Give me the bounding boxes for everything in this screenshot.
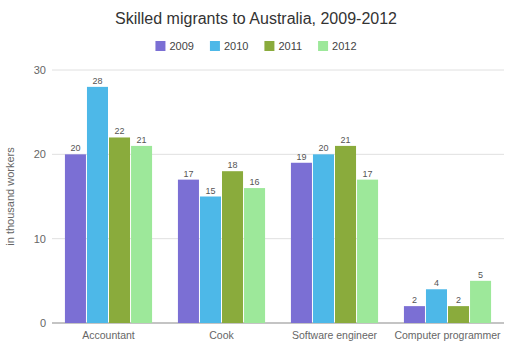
data-label: 5	[478, 270, 483, 280]
bar	[222, 171, 243, 323]
legend-swatch	[155, 41, 165, 51]
bar	[470, 281, 491, 323]
x-tick-label: Computer programmer	[394, 329, 501, 341]
y-tick-label: 30	[34, 64, 46, 76]
bar	[244, 188, 265, 323]
bar	[109, 137, 130, 323]
bar	[313, 154, 334, 323]
legend-label: 2011	[278, 40, 302, 52]
data-label: 28	[92, 76, 102, 86]
data-label: 17	[363, 169, 373, 179]
legend-swatch	[264, 41, 274, 51]
data-label: 20	[318, 143, 328, 153]
legend-label: 2012	[332, 40, 356, 52]
data-label: 16	[250, 177, 260, 187]
bars	[65, 87, 491, 323]
y-axis: 0 10 20 30	[34, 64, 504, 329]
data-label: 4	[434, 278, 439, 288]
data-labels: 20 28 22 21 17 15 18 16 19 20 21 17 2 4 2 5	[70, 76, 483, 305]
bar	[426, 289, 447, 323]
x-axis: Accountant Cook Software engineer Computer …	[82, 329, 501, 341]
bar	[448, 306, 469, 323]
legend: 2009 2010 2011 2012	[155, 40, 356, 52]
legend-item: 2011	[264, 40, 302, 52]
legend-swatch	[318, 41, 328, 51]
bar	[200, 197, 221, 324]
data-label: 2	[412, 295, 417, 305]
bar	[131, 146, 152, 323]
title: Skilled migrants to Australia, 2009-2012	[115, 10, 397, 27]
y-tick-label: 10	[34, 233, 46, 245]
y-tick-label: 0	[40, 317, 46, 329]
data-label: 17	[183, 169, 193, 179]
bar	[404, 306, 425, 323]
data-label: 21	[341, 135, 351, 145]
legend-label: 2010	[224, 40, 248, 52]
legend-item: 2012	[318, 40, 356, 52]
x-tick-label: Software engineer	[292, 329, 378, 341]
data-label: 15	[205, 186, 215, 196]
data-label: 19	[296, 152, 306, 162]
grid-line	[52, 70, 504, 71]
data-label: 22	[115, 126, 125, 136]
chart: Skilled migrants to Australia, 2009-2012…	[0, 0, 512, 353]
x-tick-label: Accountant	[82, 329, 135, 341]
legend-item: 2009	[155, 40, 193, 52]
y-tick-label: 20	[34, 148, 46, 160]
legend-label: 2009	[169, 40, 193, 52]
y-axis-label: in thousand workers	[4, 147, 16, 246]
bar	[65, 154, 86, 323]
data-label: 20	[70, 143, 80, 153]
bar	[178, 180, 199, 323]
x-tick-label: Cook	[209, 329, 234, 341]
data-label: 21	[137, 135, 147, 145]
legend-item: 2010	[210, 40, 248, 52]
legend-swatch	[210, 41, 220, 51]
bar	[87, 87, 108, 323]
data-label: 18	[228, 160, 238, 170]
data-label: 2	[456, 295, 461, 305]
bar	[335, 146, 356, 323]
bar	[357, 180, 378, 323]
bar	[291, 163, 312, 323]
